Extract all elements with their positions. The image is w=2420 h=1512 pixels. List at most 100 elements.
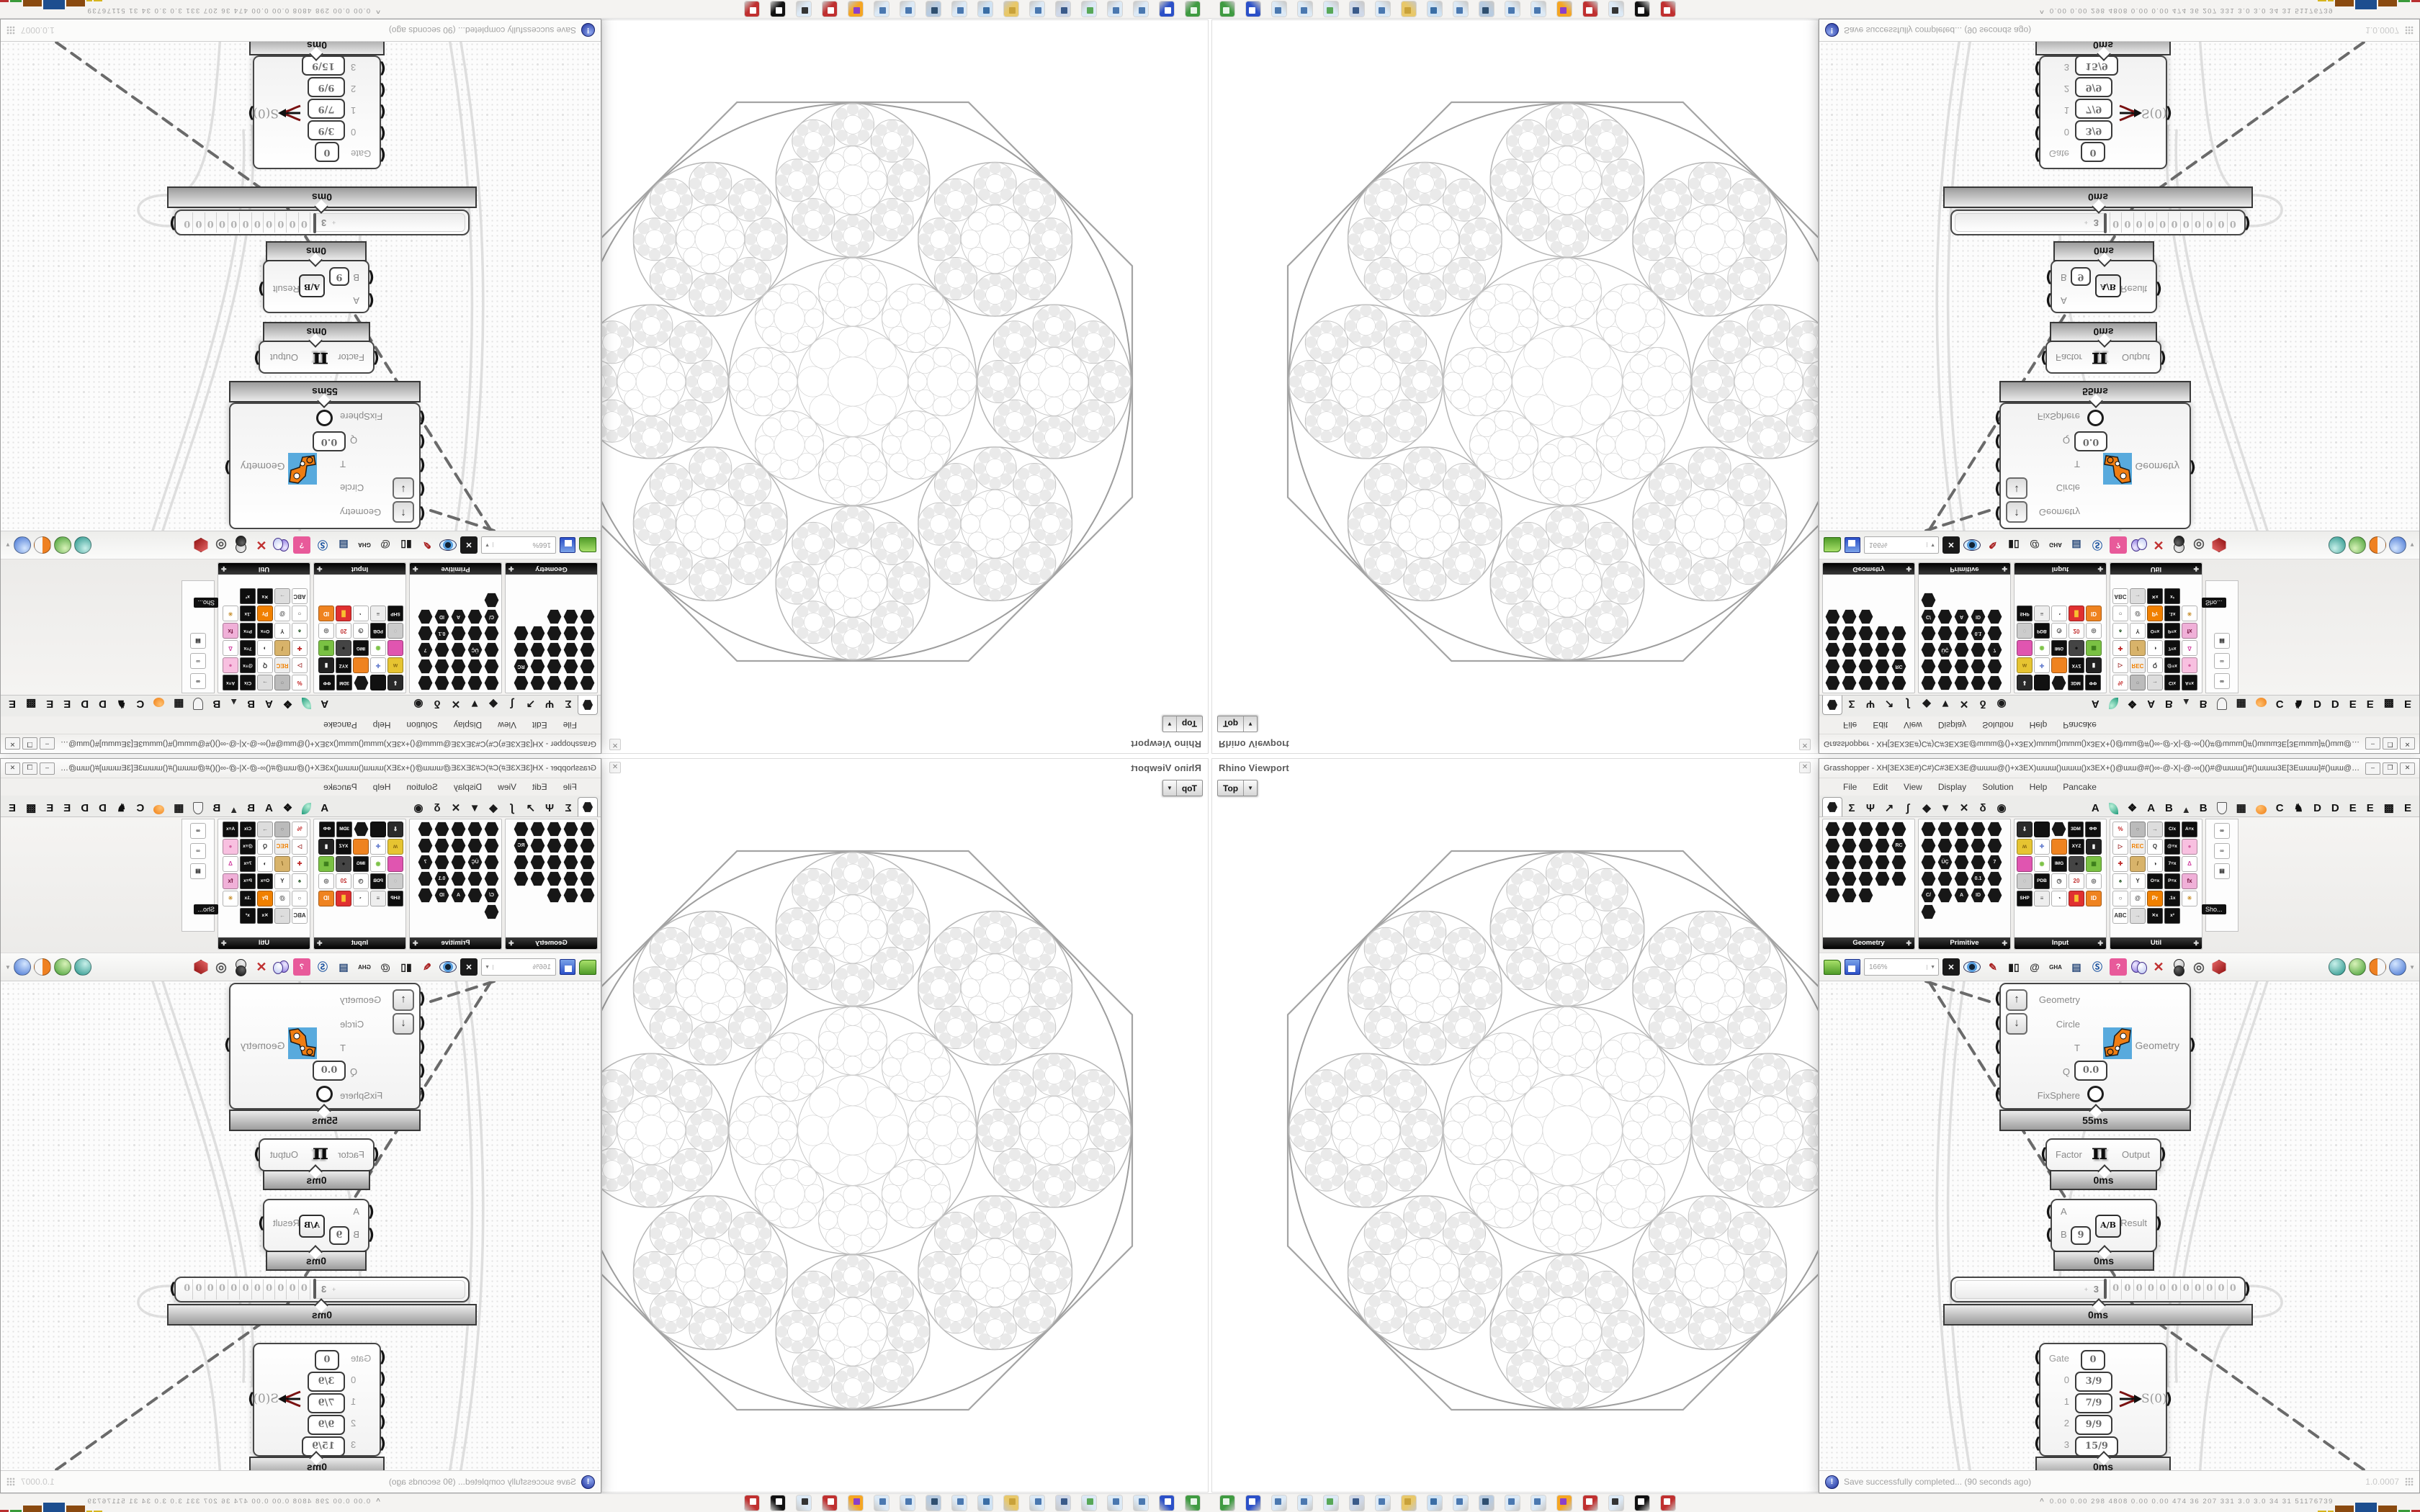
plugin-tab-2[interactable]: ❖ [2127,802,2138,814]
plugin-tab-10[interactable]: C [2275,802,2284,814]
component-icon[interactable]: REC [2130,657,2146,673]
component-icon[interactable] [387,856,403,872]
tab-intersect[interactable]: ✕ [1959,802,1969,814]
component-icon[interactable]: ✕x [257,908,273,924]
plugin-tab-6[interactable]: B [2199,802,2208,814]
input-socket[interactable]: ( [2034,1349,2041,1366]
balloons-button[interactable] [2130,537,2147,553]
component-icon[interactable]: ▮ [318,839,334,855]
component-icon[interactable]: ʍ [2017,839,2033,855]
plugin-tab-3[interactable]: A [264,802,273,814]
component-icon[interactable]: → [257,675,273,690]
output-socket[interactable]: ) [2189,1036,2196,1053]
component-icon[interactable] [1842,609,1857,624]
component-icon[interactable]: 20 [2069,623,2084,639]
component-icon[interactable]: ▤ [2214,633,2230,649]
grasshopper-titlebar[interactable]: Grasshopper - XH[3EX3E#)C#)C#3EX3E@ɯɯɯ@(… [1,734,601,753]
input-socket[interactable]: ( [379,1392,386,1409]
component-icon[interactable] [547,675,562,690]
chevron-down-icon[interactable]: ▼ [2409,541,2415,549]
component-apollonian[interactable]: ( ( ( ( ( ↑ ↓ Geometry Circle T Q 0.0 Fi… [1994,402,2196,529]
plugin-tab-8[interactable]: ▦ [2236,698,2246,710]
component-icon[interactable]: O≡x [2147,623,2163,639]
gh-canvas[interactable]: ( ( ( ( ( ↑ ↓ Geometry Circle T Q 0.0 Fi… [1819,42,2419,531]
input-value[interactable]: 0.0 [313,431,346,451]
component-icon[interactable] [434,675,449,690]
email-button[interactable]: @ [2030,961,2040,973]
plugin-tab-11[interactable]: ♞ [116,802,127,814]
component-icon[interactable]: ⇓ [2017,822,2033,837]
component-icon[interactable] [451,838,466,853]
plugin-tab-12[interactable]: D [99,802,107,814]
cluster-button[interactable]: ✕ [2153,959,2164,974]
component-icon[interactable] [547,871,562,886]
plugin-tab-14[interactable]: E [63,698,71,710]
tab-surface[interactable]: ◆ [1922,698,1931,710]
ball-orange-button[interactable] [33,536,51,554]
input-socket[interactable]: ( [379,1370,386,1387]
rhino-viewport-panel[interactable]: Rhino Viewport ✕ Top ▼ [1211,758,1819,1493]
plugin-tab-8[interactable]: ▦ [174,698,184,710]
component-icon[interactable]: / [2130,640,2146,656]
component-icon[interactable] [1954,838,1969,853]
component-icon[interactable] [1921,904,1936,919]
component-icon[interactable]: C/ [1921,888,1936,903]
palette-category-bar[interactable]: Input ✚ [314,563,405,575]
taskbar-icon-12[interactable] [1531,1,1546,17]
output-socket[interactable]: ) [224,459,231,476]
component-icon[interactable] [451,822,466,837]
component-icon[interactable] [1921,871,1936,886]
open-button[interactable] [1824,959,1841,975]
component-icon[interactable]: @≡x [2164,657,2180,673]
balloons-button[interactable] [2130,959,2147,975]
component-icon[interactable]: ♠ [292,623,308,639]
component-icon[interactable]: / [274,856,290,872]
plugin-tab-15[interactable]: E [46,802,54,814]
plugin-tab-15[interactable]: E [46,698,54,710]
component-icon[interactable]: Pr [257,891,273,906]
sketch-export-button[interactable]: ▤ [339,539,349,552]
component-icon[interactable] [1937,626,1953,641]
taskbar-icon-13[interactable] [848,1495,863,1511]
component-icon[interactable]: ✕x [257,588,273,604]
component-icon[interactable]: fx [223,873,238,889]
output-socket[interactable]: ) [254,1146,261,1163]
component-icon[interactable]: A [1954,888,1969,903]
menu-item-pancake[interactable]: Pancake [2063,720,2097,730]
component-icon[interactable]: ♠ [2112,873,2128,889]
taskbar-icon-14[interactable] [1583,1,1597,17]
slider-handle[interactable] [313,1279,316,1299]
input-socket[interactable]: ( [418,1014,426,1032]
plugin-tab-8[interactable]: ▦ [2236,802,2246,814]
plugin-tab-17[interactable]: E [9,698,17,710]
taskbar-icon-3[interactable] [1108,1,1122,17]
tab-display[interactable]: ◉ [1996,802,2007,814]
component-icon[interactable] [484,838,499,853]
menu-item-edit[interactable]: Edit [1873,782,1888,792]
component-icon[interactable] [1825,822,1840,837]
component-icon[interactable] [354,822,369,837]
component-icon[interactable]: ● [336,856,351,872]
component-icon[interactable]: ○ [292,606,308,621]
zoom-level-select[interactable]: 166% ▼ [481,958,556,976]
component-icon[interactable]: ABC [292,588,308,604]
shield-icon[interactable] [2216,698,2227,710]
component-icon[interactable]: ≡ [370,891,386,906]
taskbar-icon-9[interactable] [952,1495,967,1511]
taskbar-icon-8[interactable] [1428,1,1442,17]
resize-grip[interactable] [6,26,15,35]
component-icon[interactable] [1971,659,1986,674]
component-icon[interactable] [467,675,483,690]
component-icon[interactable] [418,888,433,903]
preview-rings-button[interactable]: ◎ [215,538,227,553]
component-icon[interactable]: .1x [2164,606,2180,621]
component-icon[interactable]: 7≡x [240,640,256,656]
component-icon[interactable] [1842,626,1857,641]
taskbar-icon-16[interactable] [1635,1495,1649,1511]
component-icon[interactable]: ▮ [318,657,334,673]
ball-blue-button[interactable] [2389,536,2407,554]
component-icon[interactable]: █ [2069,606,2084,621]
plugin-tab-13[interactable]: D [2331,802,2339,814]
input-socket[interactable]: ( [379,1413,386,1431]
plugin-tab-4[interactable]: B [247,802,255,814]
